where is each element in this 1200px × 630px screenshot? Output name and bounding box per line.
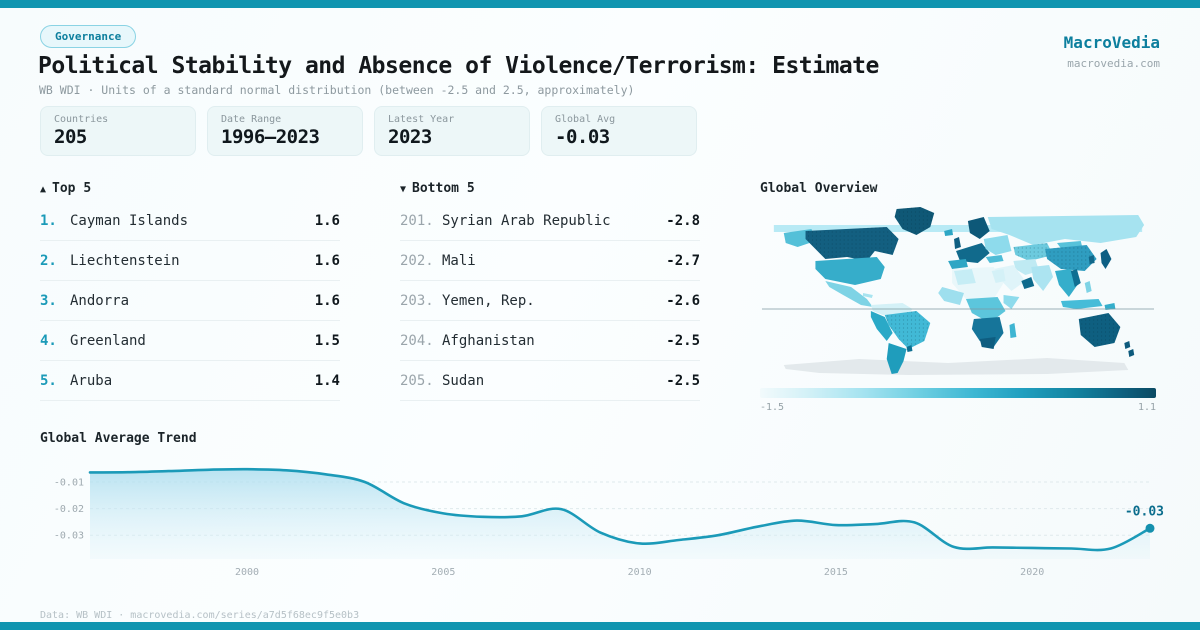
country-value: 1.6 (314, 252, 340, 269)
stat-label: Date Range (221, 114, 282, 125)
rank-number: 3. (40, 292, 57, 309)
country-value: 1.6 (314, 212, 340, 229)
continent-europe (948, 217, 1012, 269)
svg-text:-0.03: -0.03 (54, 531, 84, 542)
colorbar-min-label: -1.5 (760, 402, 785, 413)
stat-value: 205 (54, 126, 87, 148)
list-item: 203. Yemen, Rep. -2.6 (400, 281, 700, 321)
rank-number: 204. (400, 332, 434, 349)
country-value: -2.7 (666, 252, 700, 269)
stats-row: Countries 205 Date Range 1996—2023 Lates… (40, 106, 697, 156)
world-choropleth-map (761, 207, 1155, 375)
continent-africa (938, 267, 1020, 349)
list-item: 201. Syrian Arab Republic -2.8 (400, 201, 700, 241)
stat-card-global-avg: Global Avg -0.03 (541, 106, 697, 156)
rank-number: 4. (40, 332, 57, 349)
country-name: Sudan (442, 372, 485, 389)
stat-label: Countries (54, 114, 109, 125)
rank-number: 202. (400, 252, 434, 269)
list-item: 5. Aruba 1.4 (40, 361, 340, 401)
country-value: 1.4 (314, 372, 340, 389)
top-accent-bar (0, 0, 1200, 8)
country-name: Andorra (70, 292, 130, 309)
country-name: Yemen, Rep. (442, 292, 535, 309)
list-item: 3. Andorra 1.6 (40, 281, 340, 321)
top5-header: ▲ Top 5 (40, 181, 340, 201)
continent-oceania (1078, 313, 1135, 357)
country-name: Afghanistan (442, 332, 535, 349)
colorbar-max-label: 1.1 (1137, 402, 1156, 413)
brand-block: MacroVedia macrovedia.com (1064, 33, 1160, 70)
triangle-up-icon: ▲ (40, 184, 47, 195)
continent-north-america (783, 207, 954, 307)
triangle-down-icon: ▼ (400, 184, 407, 195)
stat-value: -0.03 (555, 126, 610, 148)
list-item: 205. Sudan -2.5 (400, 361, 700, 401)
stat-card-date-range: Date Range 1996—2023 (207, 106, 363, 156)
svg-text:2005: 2005 (431, 567, 455, 578)
global-overview-panel: Global Overview (760, 181, 1158, 413)
svg-text:-0.02: -0.02 (54, 504, 84, 515)
list-item: 1. Cayman Islands 1.6 (40, 201, 340, 241)
rank-number: 5. (40, 372, 57, 389)
country-name: Aruba (70, 372, 113, 389)
list-item: 4. Greenland 1.5 (40, 321, 340, 361)
continent-antarctica (783, 358, 1129, 375)
list-item: 2. Liechtenstein 1.6 (40, 241, 340, 281)
bottom5-title: Bottom 5 (412, 181, 475, 196)
rank-number: 201. (400, 212, 434, 229)
trend-title: Global Average Trend (40, 431, 197, 446)
top5-title: Top 5 (52, 181, 92, 196)
brand-domain-link[interactable]: macrovedia.com (1067, 57, 1160, 70)
stat-label: Latest Year (388, 114, 455, 125)
arctic-band (773, 225, 1143, 232)
page-subtitle: WB WDI · Units of a standard normal dist… (39, 83, 635, 97)
country-value: -2.5 (666, 332, 700, 349)
country-name: Mali (442, 252, 476, 269)
country-value: -2.5 (666, 372, 700, 389)
bottom5-header: ▼ Bottom 5 (400, 181, 700, 201)
continent-south-america (870, 303, 931, 374)
rank-number: 203. (400, 292, 434, 309)
footer-source-link[interactable]: Data: WB WDI · macrovedia.com/series/a7d… (40, 610, 360, 621)
stat-value: 1996—2023 (221, 126, 320, 148)
stat-label: Global Avg (555, 114, 616, 125)
country-value: 1.5 (314, 332, 340, 349)
country-name: Liechtenstein (70, 252, 180, 269)
country-value: -2.6 (666, 292, 700, 309)
map-colorbar (760, 388, 1156, 398)
country-name: Greenland (70, 332, 146, 349)
stat-card-countries: Countries 205 (40, 106, 196, 156)
stat-value: 2023 (388, 126, 432, 148)
svg-text:-0.03: -0.03 (1125, 504, 1164, 519)
global-average-trend-chart: -0.01 -0.02 -0.03 2000 2005 2010 2015 2020 -0.03 (54, 467, 1164, 578)
svg-text:2000: 2000 (235, 567, 259, 578)
country-name: Cayman Islands (70, 212, 189, 229)
bottom5-list: ▼ Bottom 5 201. Syrian Arab Republic -2.8 2… (400, 181, 700, 401)
top5-list: ▲ Top 5 1. Cayman Islands 1.6 2. Liechtenste… (40, 181, 340, 401)
stat-card-latest-year: Latest Year 2023 (374, 106, 530, 156)
list-item: 202. Mali -2.7 (400, 241, 700, 281)
country-name: Syrian Arab Republic (442, 212, 611, 229)
continent-asia (985, 215, 1145, 310)
rank-number: 1. (40, 212, 57, 229)
map-title: Global Overview (760, 181, 878, 196)
brand-name: MacroVedia (1063, 33, 1160, 52)
category-badge: Governance (40, 25, 137, 48)
bottom-accent-bar (0, 622, 1200, 630)
country-value: -2.8 (666, 212, 700, 229)
list-item: 204. Afghanistan -2.5 (400, 321, 700, 361)
svg-text:2010: 2010 (628, 567, 652, 578)
rank-number: 2. (40, 252, 57, 269)
colorbar-labels: -1.5 1.1 (760, 402, 1156, 413)
rank-number: 205. (400, 372, 434, 389)
svg-text:2015: 2015 (824, 567, 848, 578)
svg-text:2020: 2020 (1020, 567, 1044, 578)
svg-text:-0.01: -0.01 (54, 478, 84, 489)
country-value: 1.6 (314, 292, 340, 309)
page-title: Political Stability and Absence of Viole… (38, 53, 879, 79)
